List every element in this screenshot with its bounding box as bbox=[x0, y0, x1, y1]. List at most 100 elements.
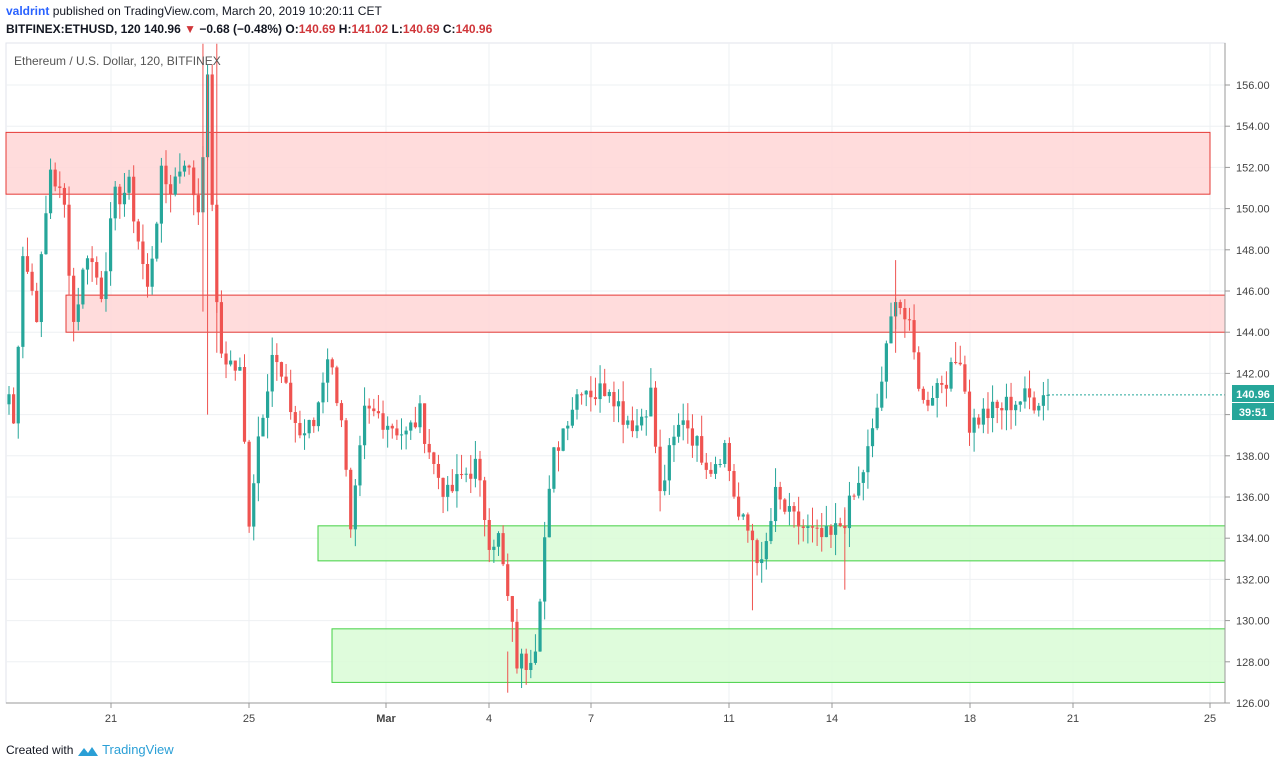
price-chart[interactable]: 156.00 154.00 152.00 150.00 148.00 146.00 144.… bbox=[0, 0, 1285, 740]
price-tag-value: 140.96 bbox=[1236, 389, 1270, 401]
resistance-zone[interactable] bbox=[5, 131, 1211, 195]
candle-body bbox=[875, 407, 879, 429]
candle-body bbox=[977, 417, 981, 425]
candle-body bbox=[986, 408, 990, 419]
candle-body bbox=[58, 186, 62, 188]
candle-body bbox=[62, 187, 67, 205]
candle-body bbox=[510, 596, 514, 622]
candle-body bbox=[122, 192, 127, 205]
candle-body bbox=[441, 477, 445, 497]
candle-body bbox=[824, 526, 828, 538]
candle-body bbox=[21, 256, 25, 347]
x-tick-label: 25 bbox=[243, 713, 255, 725]
candle-body bbox=[1009, 396, 1013, 411]
candle-body bbox=[141, 241, 145, 265]
candle-body bbox=[233, 360, 237, 371]
candle-body bbox=[746, 514, 750, 531]
time-axis[interactable]: 21 25 Mar 4 7 11 14 18 21 25 bbox=[6, 702, 1225, 725]
candle-body bbox=[589, 390, 593, 398]
candle-body bbox=[72, 275, 76, 322]
candle-body bbox=[307, 419, 311, 434]
candle-body bbox=[132, 176, 136, 222]
candle-body bbox=[473, 458, 477, 479]
candle-body bbox=[53, 169, 57, 187]
zones bbox=[5, 131, 1226, 683]
countdown-value: 39:51 bbox=[1239, 407, 1267, 419]
candle-body bbox=[367, 405, 371, 409]
candle-body bbox=[399, 434, 404, 436]
candle-body bbox=[640, 416, 644, 426]
candle-body bbox=[455, 474, 459, 492]
candle-body bbox=[783, 499, 787, 512]
candle-body bbox=[192, 167, 196, 196]
candle-body bbox=[912, 320, 916, 353]
candle-body bbox=[695, 436, 699, 446]
x-tick-label: 7 bbox=[588, 713, 594, 725]
candle-body bbox=[672, 436, 676, 446]
candle-body bbox=[155, 223, 159, 259]
price-tag-box bbox=[1232, 385, 1274, 402]
low-value: 140.69 bbox=[402, 22, 440, 36]
x-tick-label: 14 bbox=[826, 713, 838, 725]
candle-body bbox=[316, 402, 320, 427]
candle-body bbox=[312, 419, 316, 427]
candle-body bbox=[820, 527, 824, 538]
candle-body bbox=[533, 651, 538, 663]
candle-body bbox=[136, 221, 140, 242]
change-arrow-icon: ▼ bbox=[184, 22, 196, 36]
candle-body bbox=[25, 256, 30, 272]
footer: Created with TradingView bbox=[6, 742, 174, 758]
candle-body bbox=[30, 271, 34, 291]
candle-body bbox=[376, 411, 381, 414]
author-link[interactable]: valdrint bbox=[6, 4, 50, 18]
candle-body bbox=[427, 443, 431, 453]
publish-line: valdrint published on TradingView.com, M… bbox=[6, 4, 382, 18]
candle-body bbox=[362, 405, 367, 446]
tradingview-brand[interactable]: TradingView bbox=[102, 742, 174, 757]
open-value: 140.69 bbox=[298, 22, 336, 36]
candle-body bbox=[700, 436, 704, 463]
candle-body bbox=[275, 354, 279, 363]
resistance-zone[interactable] bbox=[65, 294, 1226, 333]
candle-body bbox=[35, 290, 39, 323]
y-tick-label: 130.00 bbox=[1236, 616, 1270, 628]
countdown-box bbox=[1232, 403, 1274, 420]
support-zone[interactable] bbox=[331, 628, 1226, 683]
candle-body bbox=[469, 473, 473, 479]
candle-body bbox=[866, 446, 870, 473]
price-axis[interactable]: 156.00 154.00 152.00 150.00 148.00 146.00 144.… bbox=[1224, 43, 1270, 710]
candle-body bbox=[1041, 395, 1045, 406]
candle-body bbox=[210, 74, 214, 205]
candle-body bbox=[704, 462, 708, 470]
candle-body bbox=[556, 447, 561, 451]
candle-body bbox=[593, 397, 598, 400]
candle-body bbox=[713, 464, 718, 474]
candle-body bbox=[108, 218, 113, 272]
candle-body bbox=[1032, 397, 1036, 411]
y-tick-label: 138.00 bbox=[1236, 451, 1270, 463]
candle-body bbox=[353, 485, 357, 530]
candle-body bbox=[561, 428, 565, 451]
candle-body bbox=[630, 420, 634, 432]
candle-body bbox=[196, 195, 200, 213]
candle-body bbox=[85, 258, 90, 270]
candle-body bbox=[727, 443, 731, 472]
candle-body bbox=[760, 559, 764, 564]
candle-body bbox=[944, 384, 949, 389]
x-tick-label: 11 bbox=[723, 713, 734, 725]
candle-body bbox=[958, 362, 962, 365]
candle-body bbox=[981, 408, 985, 425]
candle-body bbox=[764, 541, 768, 560]
candle-body bbox=[492, 546, 496, 550]
candle-body bbox=[963, 364, 967, 392]
candle-body bbox=[164, 165, 168, 185]
candle-body bbox=[884, 343, 888, 382]
candle-body bbox=[741, 514, 745, 517]
candle-body bbox=[321, 382, 325, 403]
x-tick-label: 18 bbox=[964, 713, 976, 725]
candle-body bbox=[681, 420, 685, 425]
candle-body bbox=[173, 176, 177, 195]
candles bbox=[7, 43, 1225, 693]
candle-body bbox=[169, 184, 173, 195]
candle-body bbox=[349, 469, 353, 530]
